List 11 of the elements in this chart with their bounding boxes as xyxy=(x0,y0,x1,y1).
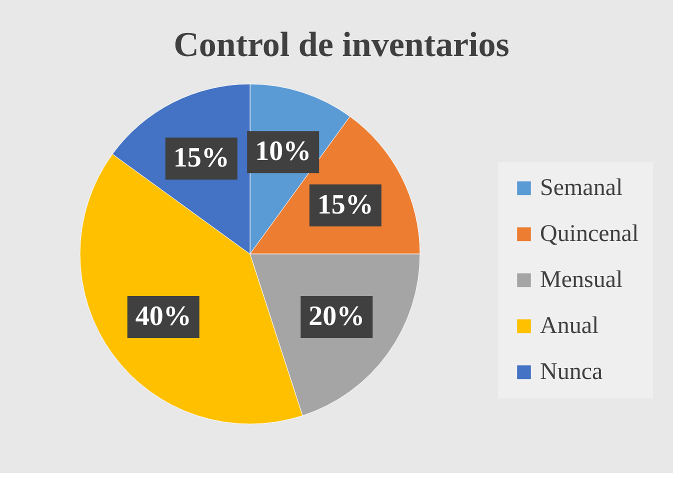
legend-label: Anual xyxy=(540,313,599,340)
legend-label: Semanal xyxy=(540,175,623,202)
data-label: 20% xyxy=(308,300,365,332)
legend-label: Mensual xyxy=(540,267,623,294)
legend-label: Nunca xyxy=(540,359,603,386)
legend-label: Quincenal xyxy=(540,221,639,248)
chart-title: Control de inventarios xyxy=(174,25,510,64)
data-label: 40% xyxy=(135,300,192,332)
data-label: 15% xyxy=(317,189,374,220)
data-label: 10% xyxy=(255,136,312,168)
data-label: 15% xyxy=(173,142,230,174)
